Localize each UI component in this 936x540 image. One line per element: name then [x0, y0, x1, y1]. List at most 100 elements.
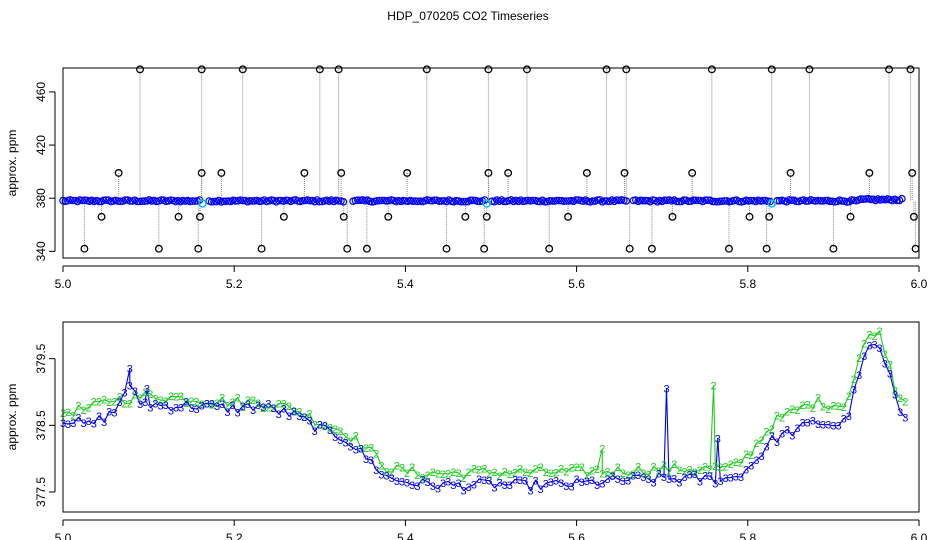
- baseline-point: [845, 197, 854, 206]
- series-point-3: 3: [563, 481, 569, 493]
- baseline-point: [660, 196, 669, 205]
- series-point-3: 3: [651, 478, 657, 490]
- series-point-3: 3: [897, 407, 903, 419]
- series-point-3: 3: [301, 412, 307, 424]
- series-point-2: 2: [265, 403, 271, 415]
- baseline-point: [548, 197, 556, 205]
- baseline-point: [219, 197, 228, 206]
- series-point-3: 3: [101, 417, 107, 429]
- x-tick-label: 5.4: [397, 531, 414, 540]
- series-point-2: 2: [183, 398, 189, 410]
- series-point-3: 3: [322, 420, 328, 432]
- series-point-3: 3: [332, 432, 338, 444]
- outlier-point: [136, 65, 144, 74]
- outlier-point: [688, 169, 697, 177]
- series-point-3: 3: [260, 402, 266, 414]
- series-point-3: 3: [497, 478, 503, 490]
- series-point-3: 3: [841, 413, 847, 425]
- x-tick-label: 5.6: [568, 531, 585, 540]
- series-point-2: 2: [173, 392, 179, 404]
- outlier-point: [484, 65, 493, 74]
- series-point-2: 2: [91, 397, 97, 409]
- baseline-point: [672, 197, 681, 206]
- main-series: [59, 194, 906, 206]
- series-point-2: 2: [342, 432, 348, 444]
- series-point-2: 2: [815, 393, 821, 405]
- series-point-2: 2: [507, 469, 513, 481]
- outlier-point: [80, 244, 89, 253]
- series-point-2: 2: [301, 412, 307, 424]
- series-point-3: 3: [835, 421, 841, 433]
- outlier-point: [315, 65, 324, 74]
- series-point-3: 3: [604, 474, 610, 486]
- panel-top: 5.0 5.2 5.4 5.6 5.8 6.0 340 380 420 460 approx. p…: [5, 65, 928, 291]
- series-point-2: 2: [805, 400, 811, 412]
- series-point-3: 3: [353, 445, 359, 457]
- series-point-3: 3: [543, 478, 549, 490]
- baseline-point: [859, 195, 868, 204]
- series-point-2: 2: [671, 459, 677, 471]
- outlier-point: [620, 169, 629, 177]
- baseline-point: [68, 196, 77, 205]
- series-point-2: 2: [373, 449, 379, 461]
- series-point-3: 3: [471, 480, 477, 492]
- series-point-2: 2: [337, 426, 343, 438]
- baseline-point: [95, 197, 103, 206]
- baseline-point: [600, 197, 609, 205]
- series-point-3: 3: [784, 425, 790, 437]
- series-point-2: 2: [209, 400, 215, 412]
- series-point-3: 3: [574, 474, 580, 486]
- series-point-3: 3: [404, 478, 410, 490]
- series-point-2: 2: [127, 399, 133, 411]
- series-point-3: 3: [715, 434, 721, 446]
- series-point-3: 3: [219, 399, 225, 411]
- series-point-3: 3: [337, 435, 343, 447]
- y-tick-label: 379.5: [34, 343, 48, 373]
- series-point-2: 2: [240, 402, 246, 414]
- series-point-3: 3: [255, 400, 261, 412]
- series-point-2: 2: [645, 470, 651, 482]
- series-point-2: 2: [635, 461, 641, 473]
- series-point-2: 2: [553, 468, 559, 480]
- series-point-2: 2: [594, 464, 600, 476]
- outlier-point: [197, 169, 206, 177]
- baseline-point: [191, 197, 199, 205]
- x-tick-label: 5.8: [739, 277, 756, 291]
- series-point-2: 2: [712, 461, 718, 473]
- series-point-2: 2: [152, 393, 158, 405]
- series-point-3: 3: [687, 469, 693, 481]
- series-point-2: 2: [250, 395, 256, 407]
- x-tick-label: 5.6: [568, 277, 585, 291]
- baseline-point: [821, 196, 830, 205]
- series-point-3: 3: [861, 351, 867, 363]
- series-point-3: 3: [435, 484, 441, 496]
- series-point-2: 2: [604, 466, 610, 478]
- series-point-3: 3: [851, 385, 857, 397]
- baseline-point: [466, 196, 475, 205]
- series-point-2: 2: [276, 399, 282, 411]
- series-point-2: 2: [65, 407, 71, 419]
- series-point-2: 2: [897, 393, 903, 405]
- series-point-3: 3: [127, 364, 133, 376]
- baseline-point: [694, 196, 703, 205]
- outlier-point: [174, 212, 183, 221]
- series-point-3: 3: [476, 474, 482, 486]
- series-point-3: 3: [70, 418, 76, 430]
- baseline-point: [473, 197, 482, 206]
- series-point-2: 2: [147, 389, 153, 401]
- series-point-2: 2: [820, 402, 826, 414]
- series-point-2: 2: [651, 461, 657, 473]
- baseline-point: [593, 196, 602, 204]
- series-point-3: 3: [265, 399, 271, 411]
- series-point-3: 3: [193, 404, 199, 416]
- outlier-point: [384, 212, 393, 221]
- series-point-3: 3: [209, 398, 215, 410]
- series-point-3: 3: [517, 475, 523, 487]
- baseline-point: [684, 197, 693, 206]
- series-point-2: 2: [106, 397, 112, 409]
- series-point-2: 2: [425, 470, 431, 482]
- series-point-2: 2: [846, 391, 852, 403]
- series-point-3: 3: [281, 404, 287, 416]
- y-tick-label: 378.5: [34, 410, 48, 440]
